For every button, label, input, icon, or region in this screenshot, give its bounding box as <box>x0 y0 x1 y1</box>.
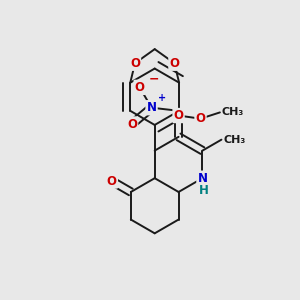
Text: O: O <box>127 118 137 130</box>
Text: H: H <box>199 184 209 196</box>
Text: CH₃: CH₃ <box>224 135 246 145</box>
Text: N: N <box>146 101 157 114</box>
Text: O: O <box>135 81 145 94</box>
Text: O: O <box>196 112 206 125</box>
Text: N: N <box>197 172 207 185</box>
Text: O: O <box>107 175 117 188</box>
Text: O: O <box>169 57 179 70</box>
Text: O: O <box>130 57 140 70</box>
Text: O: O <box>174 109 184 122</box>
Text: CH₃: CH₃ <box>221 107 244 117</box>
Text: −: − <box>148 73 159 86</box>
Text: +: + <box>158 93 166 103</box>
